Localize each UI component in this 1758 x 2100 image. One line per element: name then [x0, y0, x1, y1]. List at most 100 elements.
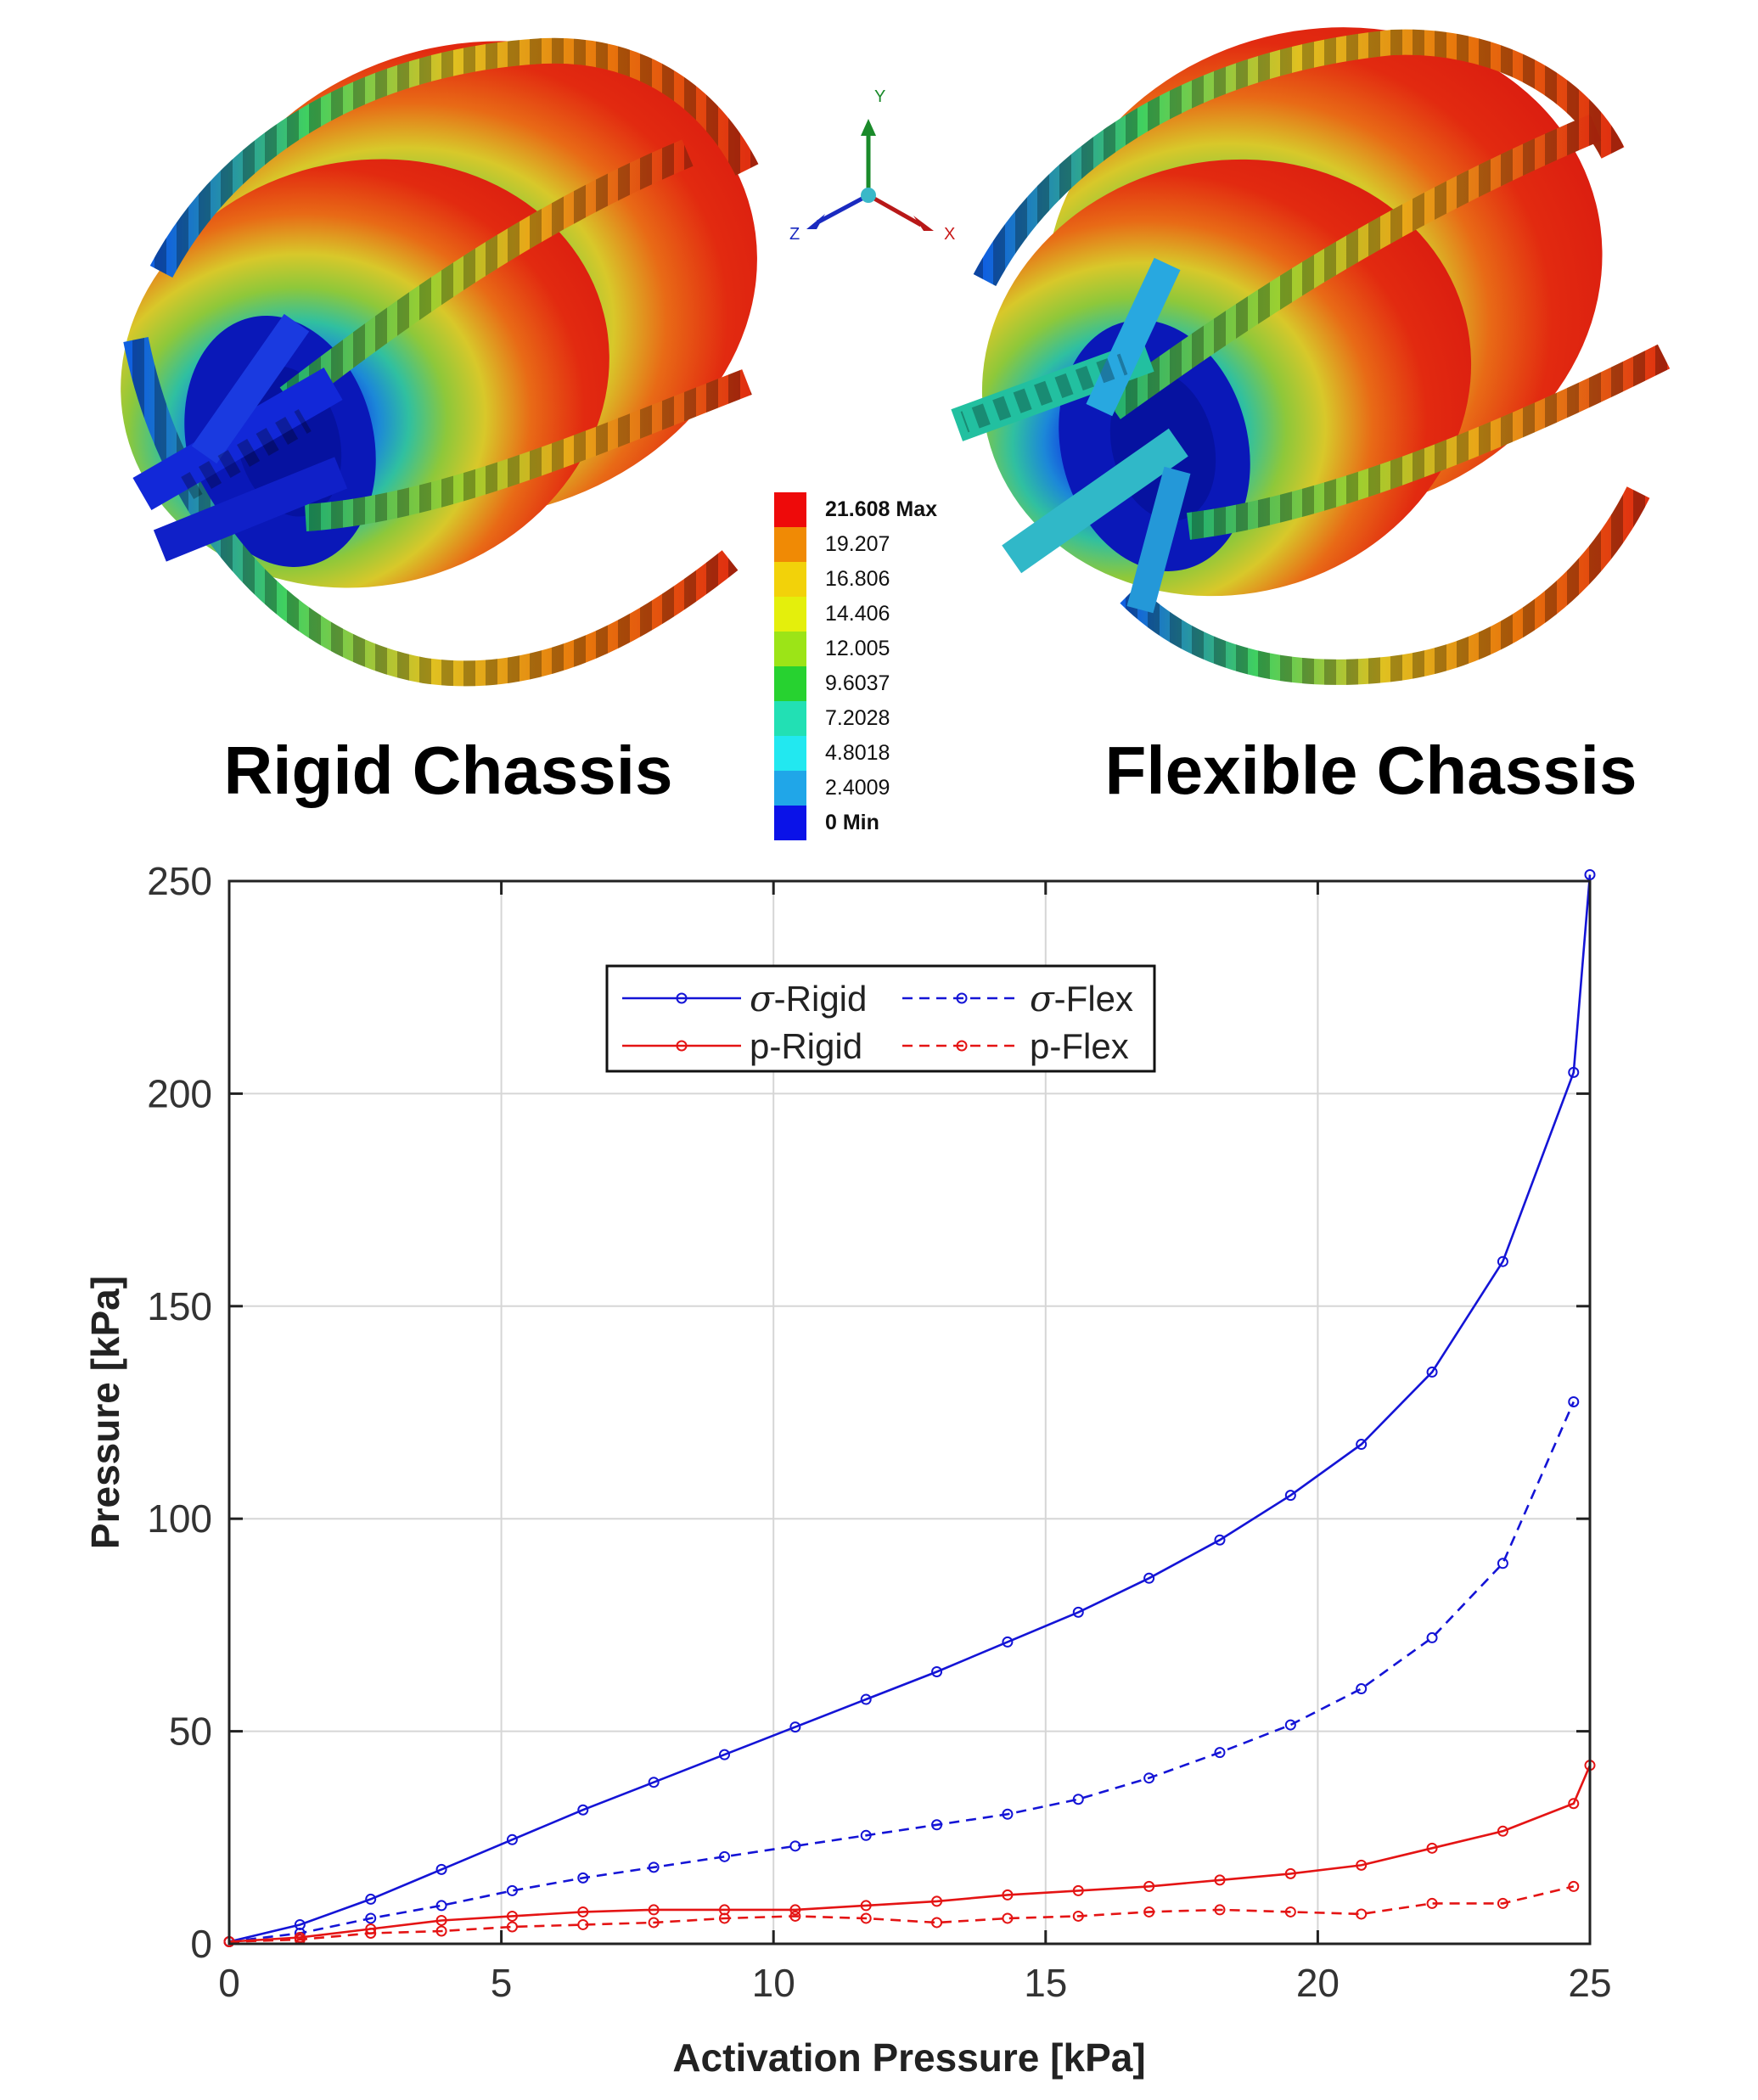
x-tick-label: 25 [1568, 1961, 1611, 2005]
series-line-p-flex [228, 1885, 1575, 1943]
colorbar-label: 4.8018 [825, 741, 890, 765]
data-point-p-flex [365, 1927, 377, 1939]
y-tick-label: 100 [147, 1496, 212, 1541]
data-point-p-flex [1284, 1906, 1296, 1918]
data-point-p-rigid [1214, 1874, 1226, 1886]
colorbar-swatch [774, 701, 806, 736]
data-point-p-rigid [506, 1910, 518, 1922]
x-axis-label: Activation Pressure [kPa] [672, 2035, 1145, 2080]
data-point-sigma-flex [506, 1884, 518, 1896]
data-point-p-rigid [789, 1904, 801, 1916]
data-point-sigma-flex [1356, 1683, 1368, 1695]
data-point-p-rigid [1284, 1867, 1296, 1879]
data-point-p-rigid [1002, 1889, 1014, 1901]
colorbar-label: 19.207 [825, 532, 890, 556]
colorbar-label: 0 Min [825, 811, 879, 834]
data-point-sigma-rigid [1356, 1439, 1368, 1451]
data-point-sigma-rigid [365, 1893, 377, 1905]
data-point-sigma-rigid [1072, 1606, 1084, 1618]
data-point-p-rigid [1356, 1859, 1368, 1871]
rigid-chassis-render [121, 37, 759, 687]
y-tick-label: 200 [147, 1071, 212, 1115]
data-point-sigma-rigid [931, 1665, 943, 1677]
data-point-sigma-rigid [1214, 1534, 1226, 1546]
x-tick-label: 20 [1296, 1961, 1340, 2005]
colorbar-label: 2.4009 [825, 776, 890, 800]
legend-label-text: -Flex [1054, 979, 1133, 1019]
data-point-p-rigid [1426, 1842, 1438, 1854]
data-point-sigma-flex [1002, 1808, 1014, 1820]
data-point-p-flex [1002, 1912, 1014, 1924]
colorbar-swatch [774, 492, 806, 527]
data-point-p-flex [648, 1917, 660, 1929]
x-tick-label: 15 [1024, 1961, 1067, 2005]
data-point-p-rigid [648, 1904, 660, 1916]
axes-triad: Y X Z [789, 87, 955, 244]
legend-label-symbol: σ [750, 978, 775, 1019]
colorbar-swatch [774, 806, 806, 840]
data-point-sigma-rigid [789, 1721, 801, 1733]
x-tick-label: 10 [752, 1961, 795, 2005]
data-point-p-rigid [1143, 1880, 1155, 1892]
y-tick-label: 0 [190, 1922, 212, 1966]
x-tick-label: 5 [491, 1961, 513, 2005]
data-point-sigma-rigid [1002, 1636, 1014, 1648]
data-point-sigma-rigid [718, 1749, 730, 1760]
data-point-sigma-rigid [506, 1833, 518, 1845]
data-point-p-rigid [860, 1900, 872, 1912]
data-point-sigma-flex [931, 1819, 943, 1831]
data-point-p-flex [860, 1912, 872, 1924]
data-point-p-flex [1497, 1897, 1508, 1909]
legend-label-text: p-Rigid [750, 1026, 862, 1066]
data-point-p-flex [1568, 1880, 1580, 1892]
data-point-p-flex [1072, 1910, 1084, 1922]
plot-frame [227, 879, 1592, 1946]
data-point-p-rigid [931, 1895, 943, 1907]
legend-marker-p-flex [956, 1040, 968, 1052]
data-point-sigma-flex [435, 1900, 447, 1912]
panel-title-flexible: Flexible Chassis [1105, 733, 1637, 808]
colorbar-swatch [774, 666, 806, 701]
data-point-p-flex [718, 1912, 730, 1924]
data-point-p-rigid [1497, 1825, 1508, 1837]
data-point-sigma-flex [789, 1840, 801, 1852]
data-point-p-rigid [1072, 1884, 1084, 1896]
legend-label-p-flex: p-Flex [1030, 1026, 1129, 1066]
data-point-sigma-rigid [435, 1863, 447, 1875]
colorbar-swatch [774, 771, 806, 806]
x-tick-label: 0 [218, 1961, 240, 2005]
y-tick-label: 50 [169, 1710, 212, 1754]
legend-label-symbol: σ [1030, 978, 1055, 1019]
data-point-sigma-flex [1568, 1395, 1580, 1407]
data-point-sigma-rigid [1584, 868, 1596, 880]
data-point-sigma-flex [1143, 1772, 1155, 1784]
axis-label-z: Z [789, 225, 800, 244]
data-point-p-flex [435, 1925, 447, 1937]
data-point-sigma-flex [577, 1872, 589, 1884]
panel-title-rigid: Rigid Chassis [223, 733, 672, 808]
axis-label-y: Y [874, 87, 885, 106]
legend-label-sigma-rigid: σ-Rigid [750, 978, 867, 1019]
data-point-p-flex [506, 1921, 518, 1933]
colorbar-label: 12.005 [825, 637, 890, 660]
flexible-chassis-render [951, 27, 1671, 685]
data-point-sigma-rigid [1568, 1066, 1580, 1078]
colorbar-label: 9.6037 [825, 671, 890, 695]
data-point-sigma-flex [1497, 1558, 1508, 1569]
data-point-sigma-flex [1426, 1631, 1438, 1643]
data-point-sigma-rigid [860, 1693, 872, 1705]
data-point-p-rigid [435, 1914, 447, 1926]
data-point-p-flex [931, 1917, 943, 1929]
axis-label-x: X [944, 225, 955, 244]
data-point-p-flex [577, 1918, 589, 1930]
data-point-sigma-flex [648, 1861, 660, 1873]
y-axis-label: Pressure [kPa] [83, 1276, 127, 1549]
data-point-sigma-rigid [648, 1777, 660, 1788]
data-point-sigma-rigid [1143, 1572, 1155, 1584]
y-tick-label: 250 [147, 859, 212, 903]
series-line-sigma-flex [228, 1401, 1575, 1943]
data-point-sigma-rigid [1426, 1366, 1438, 1378]
data-point-sigma-flex [365, 1912, 377, 1924]
